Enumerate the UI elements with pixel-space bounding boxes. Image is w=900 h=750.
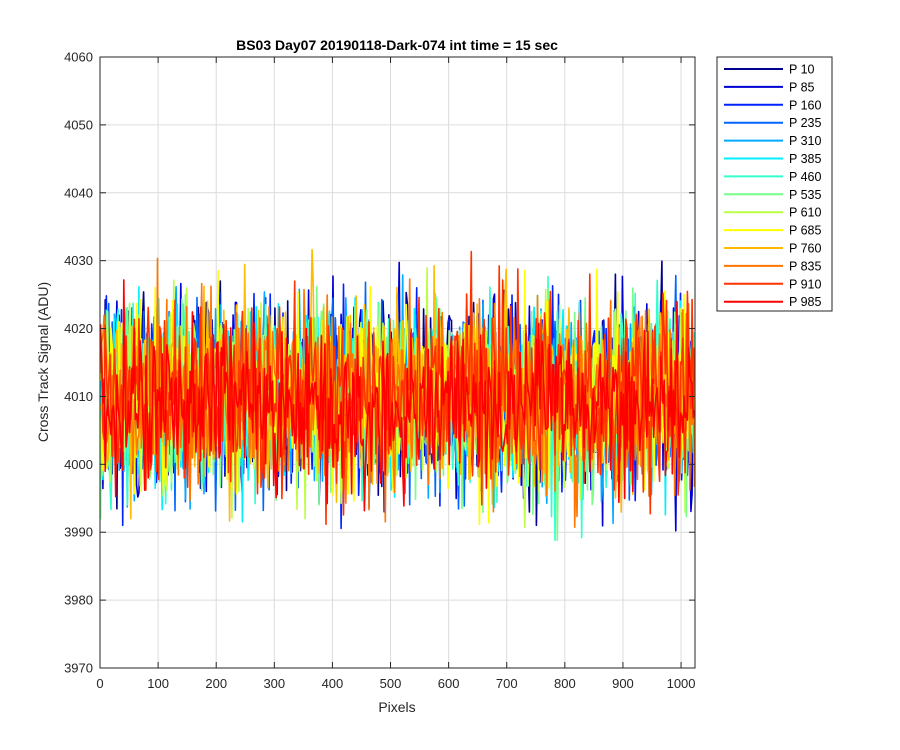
- x-tick-label: 400: [322, 676, 344, 691]
- legend-label: P 760: [789, 242, 821, 256]
- y-tick-label: 3990: [64, 525, 93, 540]
- series-line-p-985: [99, 279, 696, 512]
- legend-label: P 835: [789, 259, 821, 273]
- y-tick-label: 4020: [64, 321, 93, 336]
- y-tick-label: 4050: [64, 117, 93, 132]
- data-series: [99, 248, 696, 542]
- legend: P 10 P 85 P 160 P 235 P 310 P 385 P 460 P 535 P …: [716, 56, 833, 312]
- legend-label: P 85: [789, 80, 815, 94]
- y-tick-label: 4040: [64, 185, 93, 200]
- legend-label: P 10: [789, 63, 815, 77]
- legend-box: [716, 56, 833, 312]
- x-tick-label: 100: [147, 676, 169, 691]
- y-tick-label: 4000: [64, 457, 93, 472]
- x-tick-label: 200: [205, 676, 227, 691]
- x-tick-label: 900: [612, 676, 634, 691]
- legend-label: P 910: [789, 277, 821, 291]
- legend-label: P 385: [789, 152, 821, 166]
- chart-title: BS03 Day07 20190118-Dark-074 int time = …: [236, 37, 558, 53]
- y-tick-label: 3970: [64, 661, 93, 676]
- y-axis-ticks: 3970 3980 3990 4000 4010 4020 4030 4040 4050 4060: [64, 50, 695, 676]
- x-tick-label: 300: [263, 676, 285, 691]
- plot-frame: [99, 56, 696, 669]
- x-axis-ticks: 0 100 200 300 400 500 600 700 800 900 1000: [96, 57, 696, 691]
- x-tick-label: 800: [554, 676, 576, 691]
- legend-label: P 160: [789, 98, 821, 112]
- legend-label: P 610: [789, 206, 821, 220]
- legend-label: P 535: [789, 188, 821, 202]
- legend-label: P 685: [789, 224, 821, 238]
- legend-label: P 985: [789, 295, 821, 309]
- y-tick-label: 4060: [64, 50, 93, 65]
- x-tick-label: 700: [496, 676, 518, 691]
- x-tick-label: 500: [380, 676, 402, 691]
- y-tick-label: 4010: [64, 389, 93, 404]
- y-axis-label: Cross Track Signal (ADU): [35, 282, 51, 442]
- legend-label: P 235: [789, 116, 821, 130]
- legend-label: P 310: [789, 134, 821, 148]
- x-tick-label: 600: [438, 676, 460, 691]
- y-tick-label: 3980: [64, 593, 93, 608]
- x-axis-label: Pixels: [378, 699, 415, 715]
- legend-label: P 460: [789, 170, 821, 184]
- x-tick-label: 0: [96, 676, 103, 691]
- x-tick-label: 1000: [667, 676, 696, 691]
- y-tick-label: 4030: [64, 253, 93, 268]
